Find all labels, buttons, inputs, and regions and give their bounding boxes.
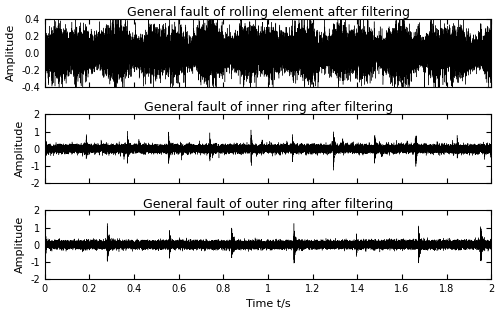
Y-axis label: Amplitude: Amplitude: [6, 24, 16, 82]
X-axis label: Time t/s: Time t/s: [246, 300, 290, 309]
Title: General fault of outer ring after filtering: General fault of outer ring after filter…: [143, 198, 393, 211]
Y-axis label: Amplitude: Amplitude: [14, 216, 24, 273]
Title: General fault of inner ring after filtering: General fault of inner ring after filter…: [144, 101, 392, 114]
Y-axis label: Amplitude: Amplitude: [14, 120, 24, 177]
Title: General fault of rolling element after filtering: General fault of rolling element after f…: [126, 6, 410, 19]
